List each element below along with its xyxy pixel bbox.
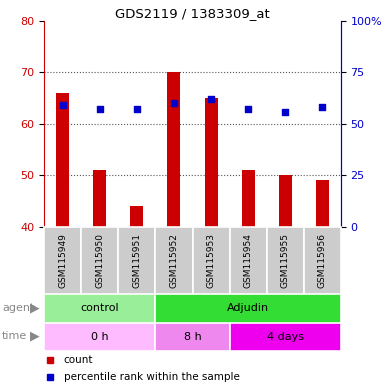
Text: percentile rank within the sample: percentile rank within the sample [64, 372, 239, 382]
Point [282, 108, 288, 114]
Bar [156, 227, 192, 294]
Text: GSM115956: GSM115956 [318, 233, 327, 288]
Text: control: control [80, 303, 119, 313]
Bar [156, 294, 341, 323]
Bar [167, 73, 181, 227]
Bar [229, 227, 266, 294]
Bar [192, 227, 229, 294]
Text: GSM115953: GSM115953 [206, 233, 216, 288]
Point [97, 106, 103, 113]
Bar [119, 227, 156, 294]
Text: 4 days: 4 days [267, 332, 304, 342]
Bar [131, 206, 143, 227]
Text: 0 h: 0 h [91, 332, 109, 342]
Text: agent: agent [2, 303, 34, 313]
Bar [81, 227, 119, 294]
Text: GSM115954: GSM115954 [244, 233, 253, 288]
Title: GDS2119 / 1383309_at: GDS2119 / 1383309_at [115, 7, 270, 20]
Text: GSM115949: GSM115949 [58, 233, 67, 288]
Text: GSM115950: GSM115950 [95, 233, 104, 288]
Text: time: time [2, 331, 27, 341]
Bar [279, 175, 291, 227]
Point [245, 106, 251, 113]
Text: GSM115952: GSM115952 [169, 233, 179, 288]
Text: ▶: ▶ [30, 301, 39, 314]
Point [171, 100, 177, 106]
Point [208, 96, 214, 102]
Text: GSM115955: GSM115955 [281, 233, 290, 288]
Text: Adjudin: Adjudin [227, 303, 269, 313]
Point [60, 102, 66, 108]
Bar [229, 323, 341, 351]
Bar [44, 294, 156, 323]
Bar [44, 323, 156, 351]
Bar [94, 170, 106, 227]
Text: ▶: ▶ [30, 330, 39, 343]
Bar [267, 227, 304, 294]
Point [134, 106, 140, 113]
Point [319, 104, 325, 111]
Bar [204, 98, 218, 227]
Text: 8 h: 8 h [184, 332, 201, 342]
Text: GSM115951: GSM115951 [132, 233, 141, 288]
Text: count: count [64, 356, 93, 366]
Bar [316, 180, 329, 227]
Bar [156, 323, 229, 351]
Bar [56, 93, 69, 227]
Bar [304, 227, 341, 294]
Bar [44, 227, 81, 294]
Bar [242, 170, 254, 227]
